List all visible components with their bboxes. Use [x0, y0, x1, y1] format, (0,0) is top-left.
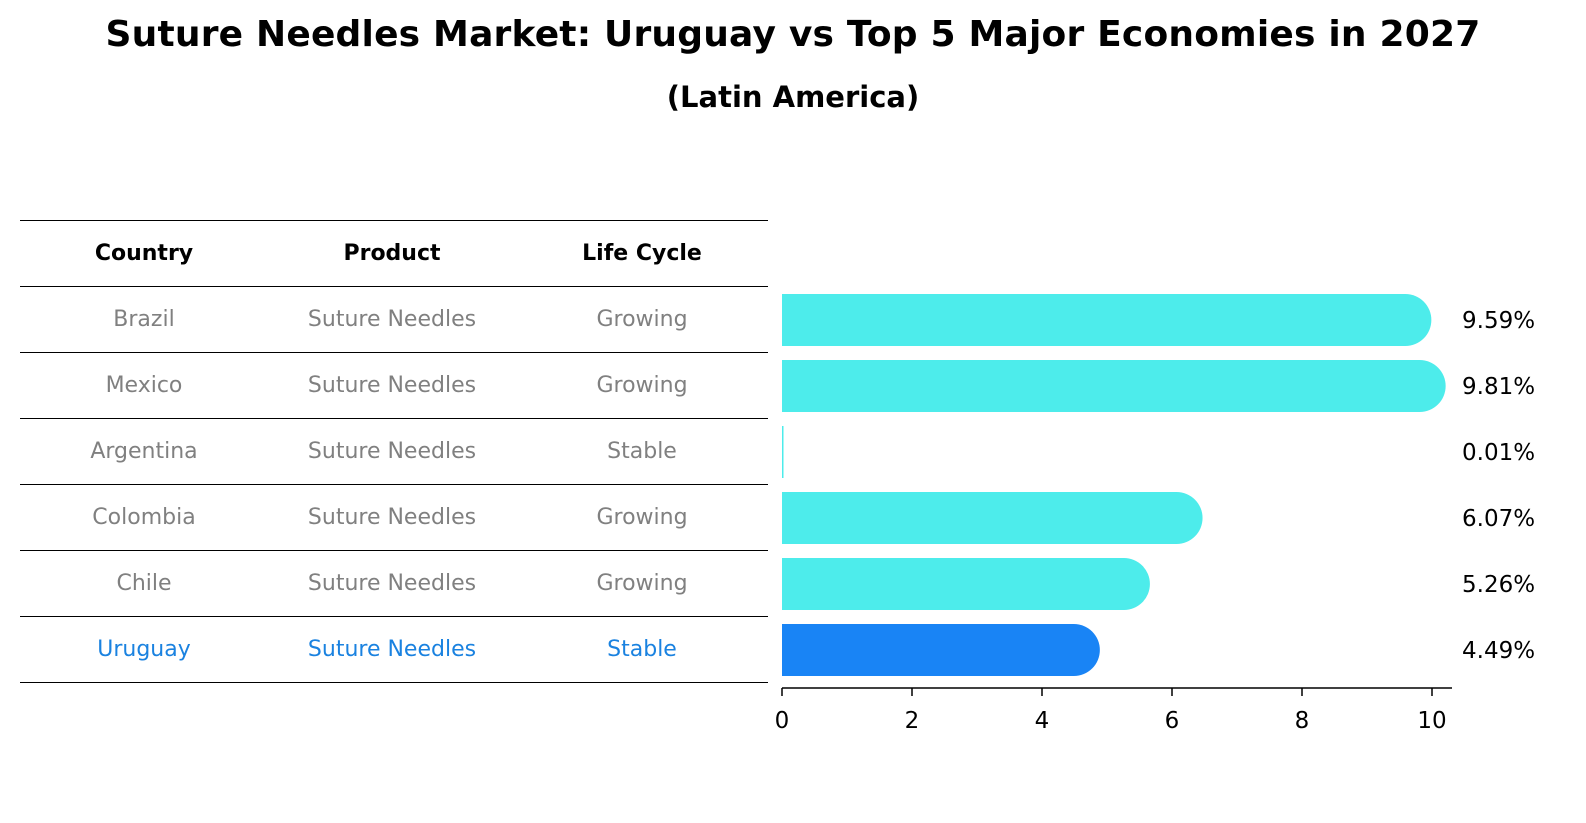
table-row: Argentina Suture Needles Stable [20, 419, 768, 485]
country-cell: Argentina [90, 439, 198, 464]
value-label: 4.49% [1462, 638, 1535, 664]
value-label: 5.26% [1462, 572, 1535, 598]
bar-chile [782, 558, 1150, 610]
country-cell: Brazil [113, 307, 175, 332]
product-cell: Suture Needles [307, 505, 477, 530]
value-label: 0.01% [1462, 440, 1535, 466]
x-tick-label: 2 [905, 708, 920, 734]
value-label: 6.07% [1462, 506, 1535, 532]
table-header-row: Country Product Life Cycle [20, 220, 768, 287]
table-row: Mexico Suture Needles Growing [20, 353, 768, 419]
life-cycle-cell: Stable [607, 439, 677, 464]
life-cycle-cell: Growing [596, 505, 688, 530]
table-row: Chile Suture Needles Growing [20, 551, 768, 617]
x-tick-label: 0 [775, 708, 790, 734]
product-cell: Suture Needles [307, 373, 477, 398]
x-tick-label: 8 [1295, 708, 1310, 734]
product-cell: Suture Needles [307, 439, 477, 464]
country-cell: Colombia [92, 505, 196, 530]
country-table: Country Product Life Cycle Brazil Suture… [20, 220, 768, 683]
chart-title: Suture Needles Market: Uruguay vs Top 5 … [105, 14, 1481, 55]
table-row-highlighted: Uruguay Suture Needles Stable [20, 617, 768, 683]
country-cell: Chile [116, 571, 172, 596]
life-cycle-cell: Growing [596, 571, 688, 596]
header-life-cycle: Life Cycle [582, 241, 702, 266]
product-cell: Suture Needles [307, 571, 477, 596]
value-label: 9.59% [1462, 308, 1535, 334]
life-cycle-cell: Growing [596, 373, 688, 398]
table-row: Colombia Suture Needles Growing [20, 485, 768, 551]
chart-subtitle: (Latin America) [666, 80, 920, 114]
bar-argentina [782, 426, 784, 478]
bar-brazil [782, 294, 1432, 346]
table-row: Brazil Suture Needles Growing [20, 287, 768, 353]
bar-uruguay [782, 624, 1100, 676]
country-cell: Mexico [105, 373, 183, 398]
life-cycle-cell: Growing [596, 307, 688, 332]
product-cell: Suture Needles [307, 637, 477, 662]
bar-mexico [782, 360, 1446, 412]
life-cycle-cell: Stable [607, 637, 677, 662]
header-product: Product [343, 241, 441, 266]
bar-colombia [782, 492, 1203, 544]
x-tick-label: 6 [1165, 708, 1180, 734]
value-label: 9.81% [1462, 374, 1535, 400]
header-country: Country [94, 241, 194, 266]
country-cell: Uruguay [97, 637, 191, 662]
x-tick-label: 10 [1417, 708, 1446, 734]
product-cell: Suture Needles [307, 307, 477, 332]
x-tick-label: 4 [1035, 708, 1050, 734]
